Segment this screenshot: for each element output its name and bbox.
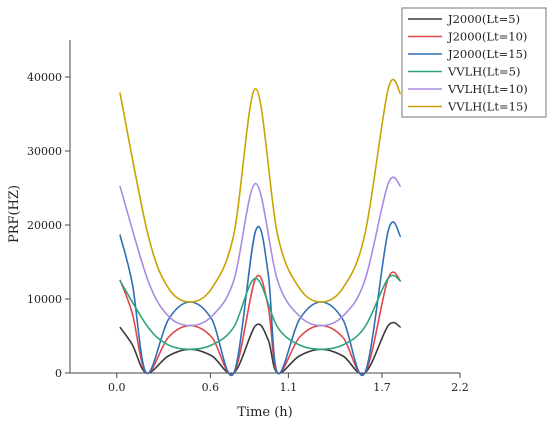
series-line-5 — [119, 78, 402, 303]
tick-labels: 0 10000 20000 30000 40000 0.0 0.6 1.1 1.7 2.2 — [27, 71, 469, 394]
axes — [65, 40, 461, 378]
series-line-4 — [119, 176, 402, 327]
y-tick-label: 0 — [55, 367, 62, 380]
x-tick-label: 1.1 — [280, 381, 298, 394]
y-axis-title: PRF(HZ) — [7, 185, 22, 243]
legend-label: VVLH(Lt=15) — [447, 100, 528, 114]
x-tick-label: 0.6 — [202, 381, 220, 394]
legend-label: VVLH(Lt=5) — [447, 65, 520, 79]
y-tick-label: 40000 — [27, 71, 62, 84]
x-axis-title: Time (h) — [237, 405, 293, 420]
series-line-3 — [119, 274, 402, 351]
series-line-1 — [119, 271, 402, 376]
y-tick-label: 30000 — [27, 145, 62, 158]
legend-label: J2000(Lt=15) — [447, 47, 527, 61]
y-tick-label: 20000 — [27, 219, 62, 232]
x-tick-label: 1.7 — [373, 381, 391, 394]
series-line-2 — [119, 221, 402, 377]
x-tick-label: 0.0 — [108, 381, 126, 394]
x-tick-label: 2.2 — [451, 381, 469, 394]
series-line-0 — [119, 321, 402, 375]
legend-label: J2000(Lt=5) — [447, 12, 520, 26]
legend: J2000(Lt=5) J2000(Lt=10) J2000(Lt=15) VVLH(… — [401, 7, 547, 118]
legend-label: VVLH(Lt=10) — [447, 82, 528, 96]
y-tick-label: 10000 — [27, 293, 62, 306]
legend-label: J2000(Lt=10) — [447, 30, 527, 44]
series-lines — [119, 78, 402, 377]
legend-box — [401, 7, 547, 118]
